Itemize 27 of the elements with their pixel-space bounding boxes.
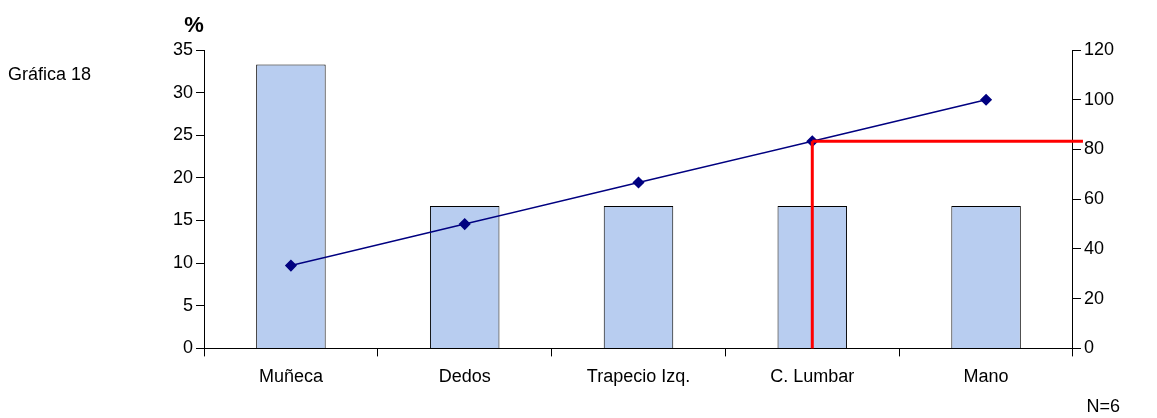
y2-tick-label: 40: [1083, 237, 1104, 258]
y-tick-label: 35: [172, 38, 194, 59]
y-tick-label: 10: [172, 252, 194, 273]
x-tick-label: Muñeca: [258, 366, 324, 387]
y2-tick-label: 100: [1083, 88, 1115, 109]
text: Gráfica 18: [8, 64, 92, 84]
y2-tick-label: 80: [1083, 138, 1104, 159]
y-tick-label: 15: [172, 209, 194, 230]
point: [458, 218, 471, 230]
y2-tick-label: 0: [1083, 337, 1094, 358]
y-tick-label: 20: [172, 166, 194, 187]
y2-tick-label: 60: [1083, 188, 1104, 209]
y-tick-label: 30: [172, 81, 194, 102]
y2-tick-label: 20: [1083, 287, 1104, 308]
y-tick-label: 25: [172, 124, 194, 145]
x-tick-label: C. Lumbar: [770, 366, 855, 387]
y-tick-label: 0: [183, 337, 194, 358]
point: [285, 259, 297, 272]
text: N=6: [1086, 396, 1120, 416]
x-tick-label: Mano: [963, 366, 1009, 387]
point: [980, 93, 992, 106]
y2-tick-label: 120: [1083, 38, 1115, 59]
x-tick-label: Dedos: [438, 366, 491, 387]
y-tick-label: 5: [183, 294, 194, 315]
point: [632, 176, 645, 189]
x-tick-label: Trapecio Izq.: [586, 366, 691, 387]
y-axis-title: %: [184, 12, 204, 37]
